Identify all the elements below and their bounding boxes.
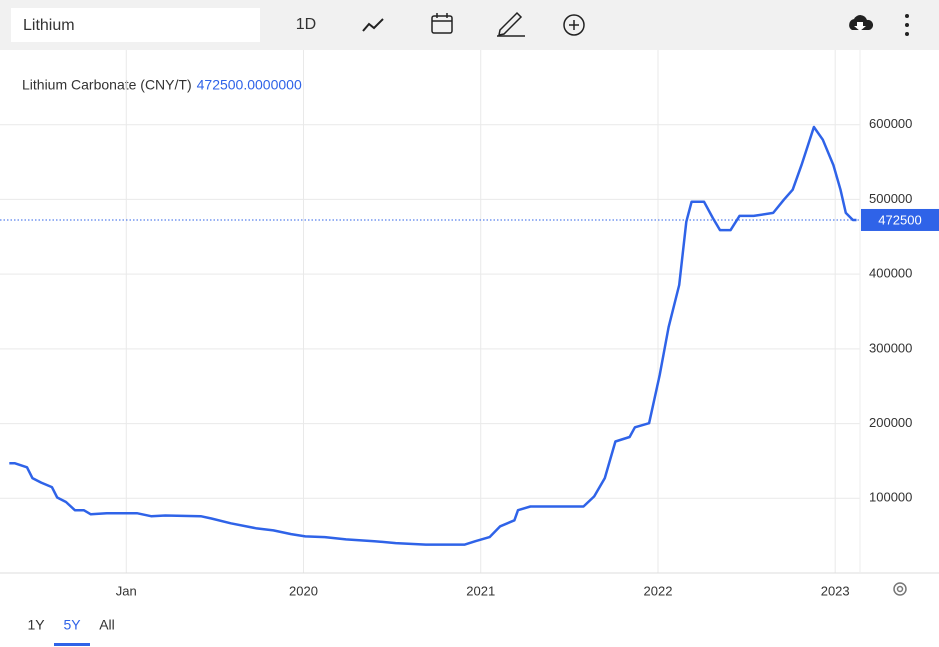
range-underline <box>54 643 90 646</box>
search-text[interactable]: Lithium <box>23 17 75 34</box>
chart-type-icon[interactable] <box>362 18 384 32</box>
range-button[interactable]: 1Y <box>27 617 45 633</box>
current-value: 472500.0000000 <box>197 77 302 93</box>
chart-title: Lithium Carbonate (CNY/T) <box>22 77 192 93</box>
x-tick-label: 2022 <box>644 583 673 598</box>
calendar-icon[interactable] <box>431 13 453 34</box>
draw-icon[interactable] <box>497 11 525 37</box>
menu-icon[interactable] <box>905 14 909 36</box>
y-tick-label: 100000 <box>869 490 912 505</box>
y-tick-label: 300000 <box>869 340 912 355</box>
range-button[interactable]: 5Y <box>63 617 81 633</box>
x-tick-label: 2023 <box>821 583 850 598</box>
current-value-badge <box>861 208 939 231</box>
current-value-badge-text: 472500 <box>878 212 921 227</box>
y-tick-label: 200000 <box>869 415 912 430</box>
y-tick-label: 600000 <box>869 116 912 131</box>
interval-button[interactable]: 1D <box>296 16 316 33</box>
search-box[interactable] <box>11 8 260 42</box>
price-line <box>9 125 857 546</box>
x-tick-label: Jan <box>116 583 137 598</box>
y-tick-label: 400000 <box>869 266 912 281</box>
settings-icon[interactable] <box>893 582 907 596</box>
x-tick-label: 2021 <box>466 583 495 598</box>
add-indicator-icon[interactable] <box>563 14 585 36</box>
x-tick-label: 2020 <box>289 583 318 598</box>
range-button[interactable]: All <box>99 617 115 633</box>
download-icon[interactable] <box>849 15 874 31</box>
y-tick-label: 500000 <box>869 191 912 206</box>
